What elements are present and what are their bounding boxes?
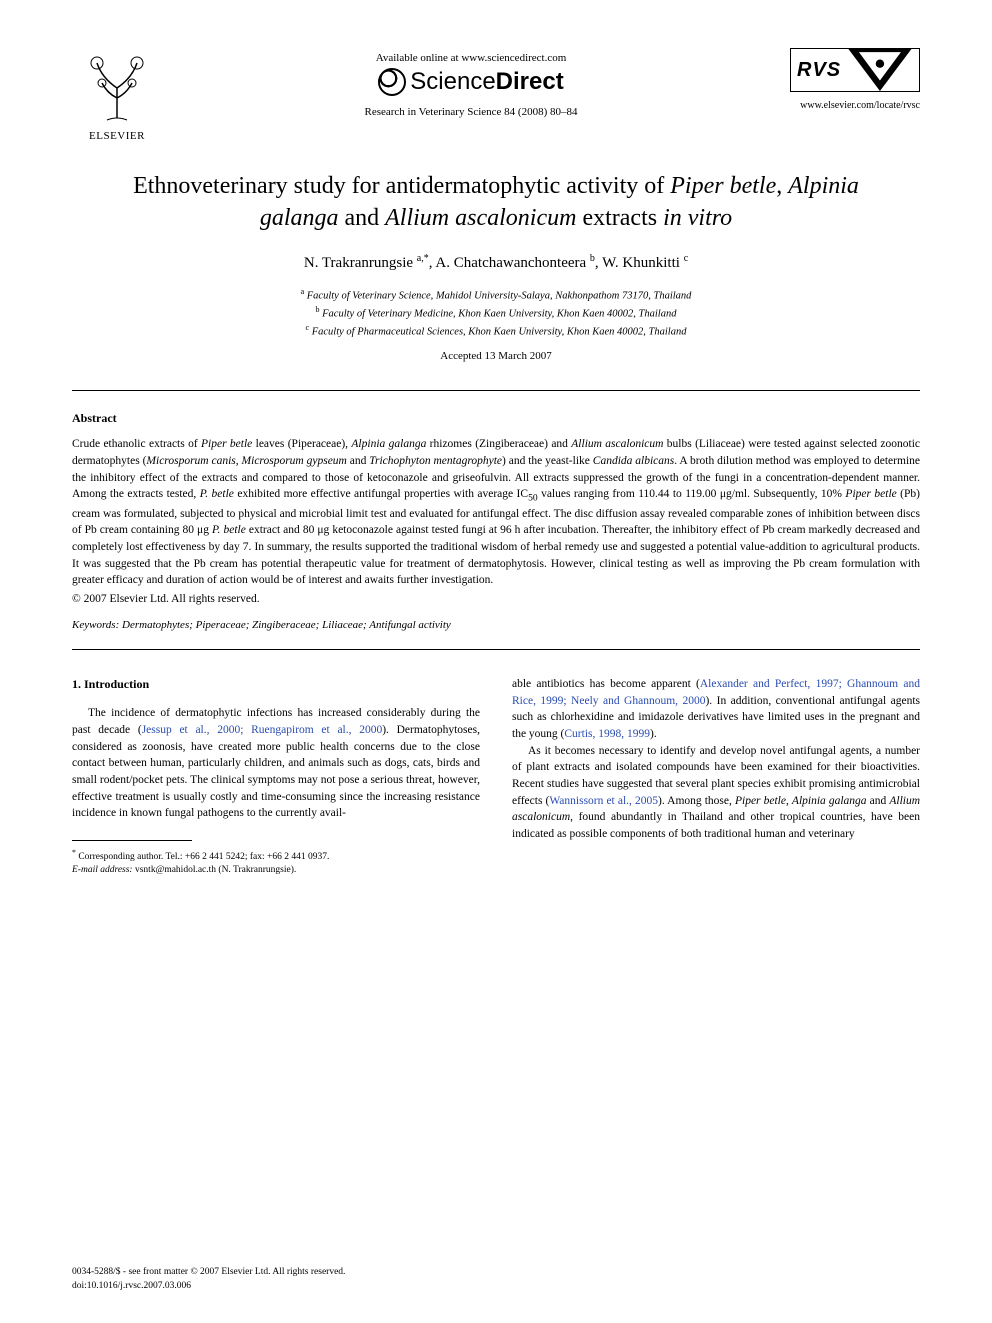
affiliations: a Faculty of Veterinary Science, Mahidol… — [72, 286, 920, 341]
corresponding-author-footnote: * Corresponding author. Tel.: +66 2 441 … — [72, 847, 480, 878]
author-list: N. Trakranrungsie a,*, A. Chatchawanchon… — [72, 253, 920, 272]
sciencedirect-swirl-icon — [378, 68, 406, 96]
column-left: 1. Introduction The incidence of dermato… — [72, 676, 480, 878]
column-right: able antibiotics has become apparent (Al… — [512, 676, 920, 878]
keywords-values: Dermatophytes; Piperaceae; Zingiberaceae… — [122, 619, 451, 631]
accepted-date: Accepted 13 March 2007 — [72, 350, 920, 362]
abstract-body: Crude ethanolic extracts of Piper betle … — [72, 436, 920, 589]
sciencedirect-wordmark: ScienceDirect — [410, 68, 563, 96]
body-columns: 1. Introduction The incidence of dermato… — [72, 676, 920, 878]
affiliation-a: a Faculty of Veterinary Science, Mahidol… — [72, 286, 920, 304]
abstract-section: Abstract Crude ethanolic extracts of Pip… — [72, 411, 920, 605]
copyright-line: © 2007 Elsevier Ltd. All rights reserved… — [72, 593, 920, 605]
footnote-rule — [72, 840, 192, 841]
rvs-logo-text: RVS — [797, 59, 841, 82]
intro-paragraph-2: As it becomes necessary to identify and … — [512, 743, 920, 843]
article-title: Ethnoveterinary study for antidermatophy… — [112, 170, 880, 235]
publisher-name: ELSEVIER — [89, 130, 145, 142]
available-online-text: Available online at www.sciencedirect.co… — [162, 52, 780, 64]
page-footer: 0034-5288/$ - see front matter © 2007 El… — [72, 1266, 345, 1293]
header-center: Available online at www.sciencedirect.co… — [162, 48, 780, 118]
intro-paragraph-1: The incidence of dermatophytic infection… — [72, 705, 480, 822]
keywords-line: Keywords: Dermatophytes; Piperaceae; Zin… — [72, 619, 920, 631]
doi-line: doi:10.1016/j.rvsc.2007.03.006 — [72, 1280, 345, 1293]
journal-url: www.elsevier.com/locate/rvsc — [800, 100, 920, 111]
intro-paragraph-1-cont: able antibiotics has become apparent (Al… — [512, 676, 920, 743]
rule-top — [72, 390, 920, 391]
rvs-logo-graphic-icon — [847, 49, 913, 91]
rule-bottom — [72, 649, 920, 650]
affiliation-b: b Faculty of Veterinary Medicine, Khon K… — [72, 304, 920, 322]
issn-line: 0034-5288/$ - see front matter © 2007 El… — [72, 1266, 345, 1279]
journal-reference: Research in Veterinary Science 84 (2008)… — [162, 106, 780, 118]
journal-logo-block: RVS www.elsevier.com/locate/rvsc — [780, 48, 920, 111]
publisher-logo-block: ELSEVIER — [72, 48, 162, 142]
elsevier-tree-icon — [82, 48, 152, 128]
affiliation-c: c Faculty of Pharmaceutical Sciences, Kh… — [72, 322, 920, 340]
sciencedirect-logo: ScienceDirect — [162, 68, 780, 96]
rvs-logo: RVS — [790, 48, 920, 92]
keywords-label: Keywords: — [72, 619, 119, 631]
section-heading-intro: 1. Introduction — [72, 676, 480, 693]
abstract-heading: Abstract — [72, 411, 920, 426]
page-header: ELSEVIER Available online at www.science… — [72, 48, 920, 142]
